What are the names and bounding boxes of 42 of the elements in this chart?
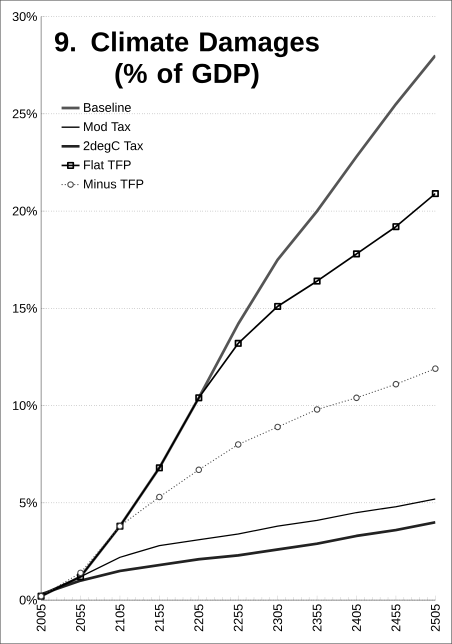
legend-label: Flat TFP	[84, 160, 131, 170]
x-tick-label: 2255	[234, 604, 243, 632]
point	[274, 302, 282, 310]
legend-label: 2degC Tax	[84, 140, 144, 153]
point	[195, 394, 202, 402]
point	[234, 340, 242, 347]
y-tick-label: 0%	[20, 596, 37, 605]
point	[156, 494, 163, 500]
point	[392, 380, 400, 388]
x-tick-label: 2055	[76, 604, 86, 632]
point	[234, 441, 242, 448]
point	[353, 394, 360, 402]
y-tick-label: 15%	[13, 304, 37, 313]
legend-label: Mod Tax	[84, 122, 131, 132]
y-tick-label: 5%	[20, 498, 37, 508]
point	[77, 570, 84, 576]
y-tick-label: 20%	[12, 206, 37, 216]
point	[314, 278, 321, 285]
x-tick-label: 2005	[36, 604, 46, 632]
text: 9. Climate Damages (% of GDP)	[55, 32, 319, 89]
x-tick-label: 2505	[430, 604, 440, 632]
point	[352, 250, 360, 258]
x-tick-label: 2155	[154, 604, 164, 632]
x-tick-label: 2105	[116, 604, 124, 632]
point	[156, 464, 163, 472]
x-tick-label: 2405	[352, 604, 361, 632]
x-tick-label: 2305	[273, 604, 282, 632]
point	[432, 365, 439, 372]
point	[76, 573, 84, 580]
y-tick-label: 10%	[13, 401, 37, 410]
point	[432, 190, 439, 198]
y-tick-label: 25%	[12, 109, 37, 118]
x-tick-label: 2205	[194, 604, 204, 632]
point	[274, 424, 281, 430]
legend-label: Baseline	[84, 102, 131, 112]
x-tick-label: 2355	[312, 604, 322, 632]
point	[392, 223, 400, 230]
x-tick-label: 2455	[391, 604, 400, 632]
point	[196, 466, 202, 474]
legend-label: Minus TFP	[84, 179, 144, 188]
point	[314, 406, 320, 413]
y-tick-label: 30%	[12, 12, 37, 22]
